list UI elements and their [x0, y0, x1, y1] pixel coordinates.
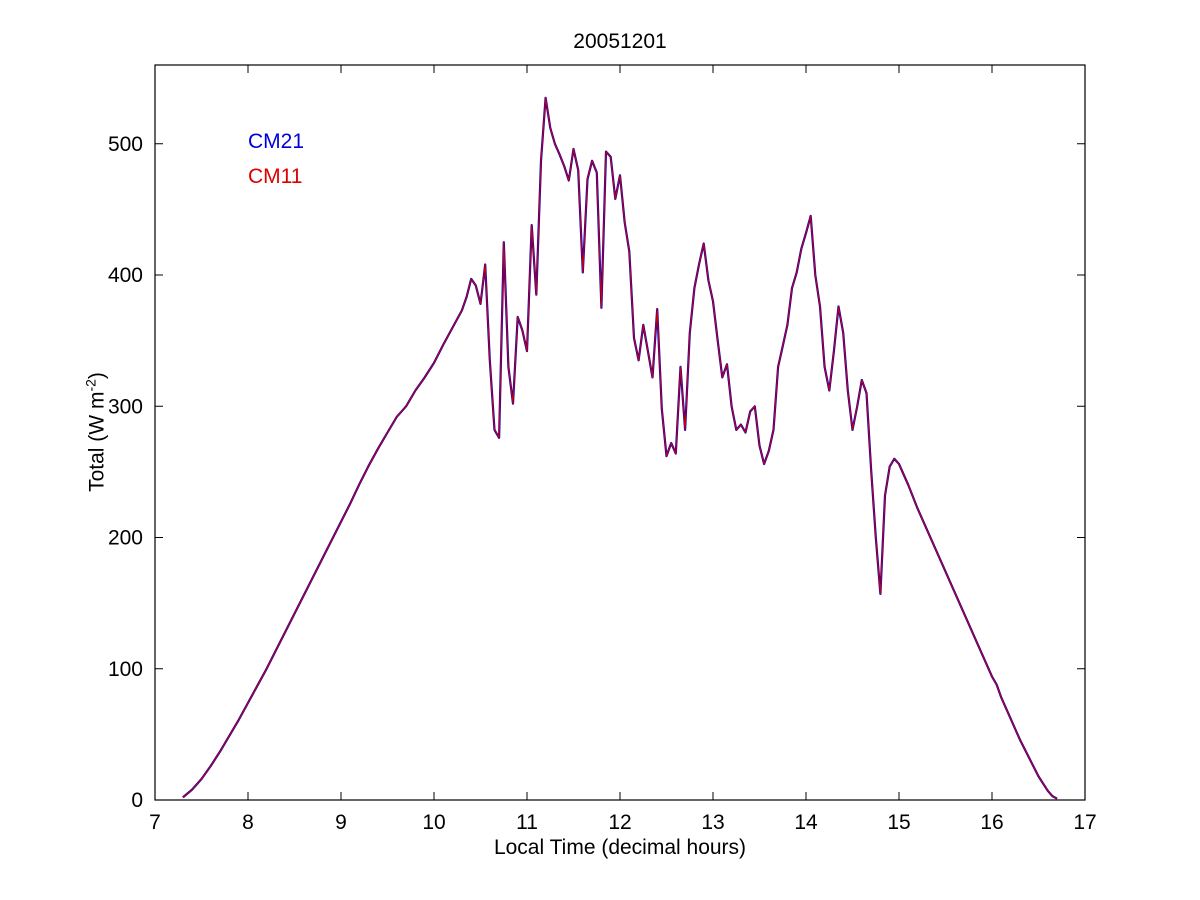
x-tick-label: 10 [422, 811, 445, 834]
x-tick-label: 12 [608, 811, 631, 834]
legend-item-cm21: CM21 [248, 130, 305, 153]
y-tick-label: 0 [131, 789, 143, 812]
y-axis-label-main: Total (W m [85, 391, 109, 492]
series-CM11-line [182, 97, 1058, 800]
x-tick-label: 9 [335, 811, 347, 834]
y-tick-label: 200 [108, 527, 143, 550]
x-tick-label: 13 [701, 811, 724, 834]
x-tick-label: 14 [794, 811, 818, 834]
legend: CM21 CM11 [248, 124, 304, 194]
x-axis-label: Local Time (decimal hours) [493, 836, 747, 859]
y-tick-label: 300 [108, 395, 143, 418]
x-tick-label: 15 [887, 811, 910, 834]
y-axis-label-close: ) [85, 372, 109, 380]
chart-title: 20051201 [573, 30, 667, 53]
x-tick-label: 8 [242, 811, 254, 834]
x-tick-label: 11 [516, 811, 538, 834]
legend-item-cm11: CM11 [248, 165, 303, 188]
y-axis-label-superscript: -2 [82, 379, 99, 392]
series-CM21-line [182, 96, 1058, 800]
y-axis-label: Total (W m-2) [83, 372, 110, 492]
y-tick-label: 100 [108, 658, 143, 681]
x-tick-label: 16 [980, 811, 1003, 834]
y-tick-label: 500 [108, 133, 143, 156]
y-tick-label: 400 [108, 264, 143, 287]
x-tick-label: 17 [1073, 811, 1096, 834]
x-tick-label: 7 [149, 811, 161, 834]
